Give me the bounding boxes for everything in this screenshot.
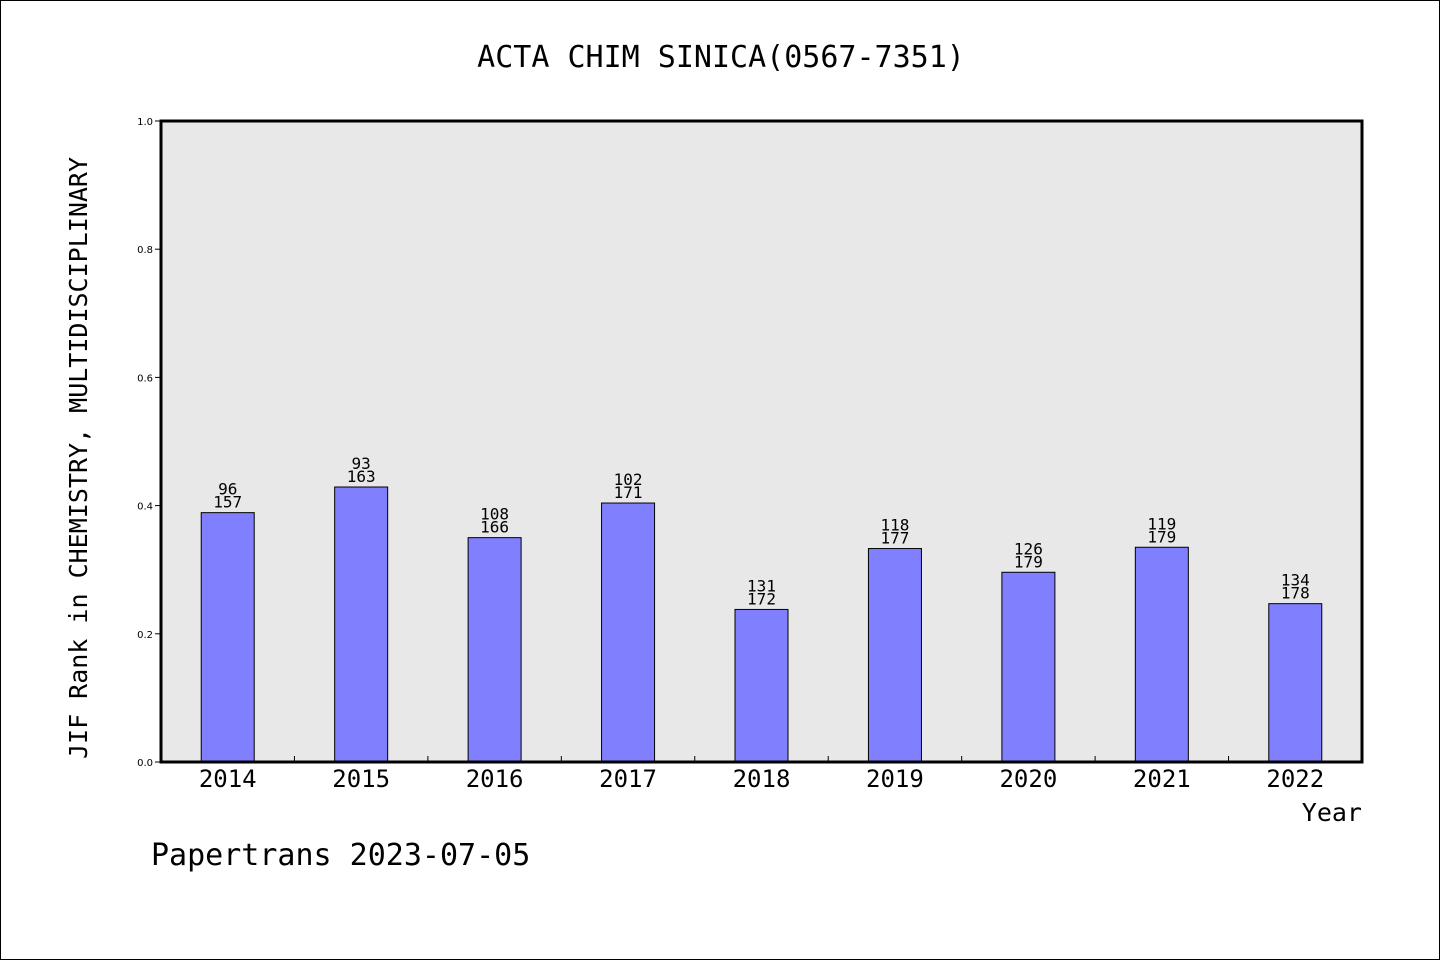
bar-label-total: 178 xyxy=(1281,584,1310,603)
x-axis-ticks: 2014 2015 2016 2017 2018 2019 2020 2021 2022 xyxy=(199,756,1324,793)
y-tick-label: 0.6 xyxy=(137,373,153,384)
bar-label-rank: 134 xyxy=(1281,571,1310,590)
bar-label-rank: 93 xyxy=(352,454,371,473)
y-tick-label: 0.0 xyxy=(137,758,153,769)
x-tick-label: 2017 xyxy=(599,765,657,793)
x-tick-label: 2015 xyxy=(332,765,390,793)
bar-label-rank: 126 xyxy=(1014,539,1043,558)
bar-2021 xyxy=(1134,546,1189,763)
bar-2022 xyxy=(1268,603,1323,763)
bar-labels: 9615793163108166102171131172118177126179… xyxy=(213,454,1309,608)
bar-2014 xyxy=(200,512,255,763)
x-tick-label: 2016 xyxy=(466,765,524,793)
bar-label-total: 179 xyxy=(1147,527,1176,546)
bar-label-rank: 96 xyxy=(218,480,237,499)
x-tick-label: 2014 xyxy=(199,765,257,793)
x-axis-label: Year xyxy=(1302,798,1362,827)
bar-label-total: 166 xyxy=(480,518,509,537)
bar-2020 xyxy=(1001,571,1056,763)
bar-label-rank: 102 xyxy=(614,470,643,489)
x-tick-label: 2019 xyxy=(866,765,924,793)
bar-label-total: 179 xyxy=(1014,552,1043,571)
x-tick-label: 2022 xyxy=(1266,765,1324,793)
bar-label-rank: 118 xyxy=(880,516,909,535)
bar-label-total: 157 xyxy=(213,493,242,512)
bar-2018 xyxy=(734,608,789,763)
x-tick-label: 2018 xyxy=(733,765,791,793)
footer-text: Papertrans 2023-07-05 xyxy=(151,838,530,873)
x-tick-label: 2021 xyxy=(1133,765,1191,793)
bar-label-rank: 131 xyxy=(747,576,776,595)
y-axis-label: JIF Rank in CHEMISTRY, MULTIDISCIPLINARY xyxy=(64,157,93,759)
y-tick-label: 0.2 xyxy=(137,630,153,641)
y-axis-ticks: 0.0 0.2 0.4 0.6 0.8 1.0 xyxy=(137,117,161,769)
y-tick-label: 0.8 xyxy=(137,245,153,256)
plot-border xyxy=(159,119,1364,764)
y-tick-label: 1.0 xyxy=(137,117,153,128)
x-tick-label: 2020 xyxy=(999,765,1057,793)
bars-group xyxy=(200,486,1323,763)
y-tick-label: 0.4 xyxy=(137,502,153,513)
chart-title: ACTA CHIM SINICA(0567-7351) xyxy=(477,40,965,75)
bar-label-rank: 108 xyxy=(480,505,509,524)
bar-2017 xyxy=(601,502,656,763)
bar-label-total: 171 xyxy=(614,483,643,502)
bar-2019 xyxy=(867,548,922,763)
bar-2015 xyxy=(334,486,389,763)
bar-label-rank: 119 xyxy=(1147,514,1176,533)
bar-label-total: 163 xyxy=(347,467,376,486)
bar-label-total: 177 xyxy=(880,529,909,548)
bar-2016 xyxy=(467,537,522,763)
bar-label-total: 172 xyxy=(747,589,776,608)
